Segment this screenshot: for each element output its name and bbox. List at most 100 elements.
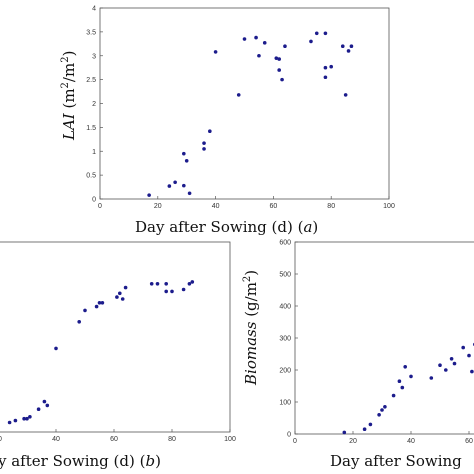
y-tick-label: 500 [279,272,291,279]
y-tick-label: 1.5 [86,125,96,132]
y-tick-label: 3.5 [86,29,96,36]
data-point [470,369,474,374]
data-point [400,385,405,390]
plot-frame-a [99,7,390,200]
data-point [309,39,313,44]
data-point [187,191,192,196]
y-tick-label: 0.5 [86,173,96,180]
data-point [149,282,154,286]
x-ticks-a: 0 20 40 60 80 100 [98,196,395,210]
y-ticks-a: 0 0.5 1 1.5 2 2.5 3 3.5 4 [86,6,103,204]
y-tick-label: 1 [92,149,96,156]
data-point [383,405,387,409]
data-point [323,31,328,36]
x-ticks-b: 20 40 60 80 100 [0,429,236,443]
data-point [467,353,471,358]
data-point [280,77,284,82]
x-axis-caption-a: Day after Sowing (d) (a) [135,218,318,236]
data-point [167,184,172,188]
data-point [343,93,348,97]
data-point [340,44,345,48]
x-tick-label: 0 [98,203,102,210]
data-point [208,129,212,133]
x-tick-label: 20 [0,436,2,443]
data-point [283,44,287,48]
x-tick-label: 40 [52,436,60,443]
panel-b: 20 40 60 80 100 y after Sowing (d) (b) [0,241,236,470]
data-point [403,365,408,369]
x-tick-label: 100 [383,203,395,210]
data-point [123,285,128,290]
points-c [342,342,474,435]
points-a [147,31,354,197]
data-point [94,304,99,309]
data-point [118,291,122,296]
data-point [202,141,206,145]
data-point [100,301,105,305]
x-tick-label: 0 [293,438,297,445]
x-tick-label: 40 [212,203,220,210]
data-point [170,289,174,294]
data-point [202,147,206,151]
data-point [461,345,466,350]
y-axis-label-a: LAI (m2/m2) [60,51,78,141]
data-point [36,407,41,412]
y-tick-label: 600 [279,240,291,247]
data-point [22,416,26,421]
data-point [277,57,281,61]
data-point [254,35,258,40]
data-point [190,280,195,284]
data-point [346,49,351,53]
data-point [173,180,177,185]
data-point [181,287,186,292]
x-tick-label: 40 [407,438,415,445]
data-point [444,368,448,372]
y-tick-label: 2 [92,101,96,108]
data-point [28,415,32,419]
data-point [323,65,328,70]
data-point [449,357,454,361]
data-point [314,31,319,36]
y-tick-label: 200 [279,368,291,375]
y-tick-label: 0 [287,432,291,439]
data-point [391,393,396,398]
data-point [115,295,119,299]
plot-frame-b [0,241,231,433]
x-tick-label: 80 [327,203,335,210]
x-tick-label: 80 [168,436,176,443]
x-axis-caption-b: y after Sowing (d) (b) [0,452,161,470]
data-point [409,374,413,379]
y-tick-label: 0 [92,197,96,204]
data-point [13,418,18,423]
panel-a: 0 20 40 60 80 100 0 0.5 1 1.5 2 2.5 3 3.5 4 LAI (m2/m… [60,6,395,237]
data-point [83,308,87,313]
data-point [377,413,381,417]
x-tick-label: 20 [154,203,162,210]
data-point [368,422,373,427]
y-axis-label-c: Biomass (g/m2) [242,270,260,386]
data-point [182,151,186,156]
data-point [182,183,186,188]
data-point [213,50,218,54]
data-point [54,346,58,351]
data-point [429,376,434,380]
data-point [77,320,81,324]
data-point [452,361,457,366]
data-point [362,427,367,432]
x-axis-caption-c: Day after Sowing [330,452,462,470]
x-tick-label: 20 [349,438,357,445]
data-point [262,41,267,45]
data-point [349,44,354,48]
data-point [257,53,261,58]
data-point [45,403,50,408]
data-point [97,301,102,305]
data-point [164,289,168,294]
data-point [164,282,168,286]
points-b [7,280,195,425]
y-tick-label: 4 [92,6,96,13]
data-point [329,64,334,69]
data-point [342,430,347,435]
data-point [184,159,189,163]
